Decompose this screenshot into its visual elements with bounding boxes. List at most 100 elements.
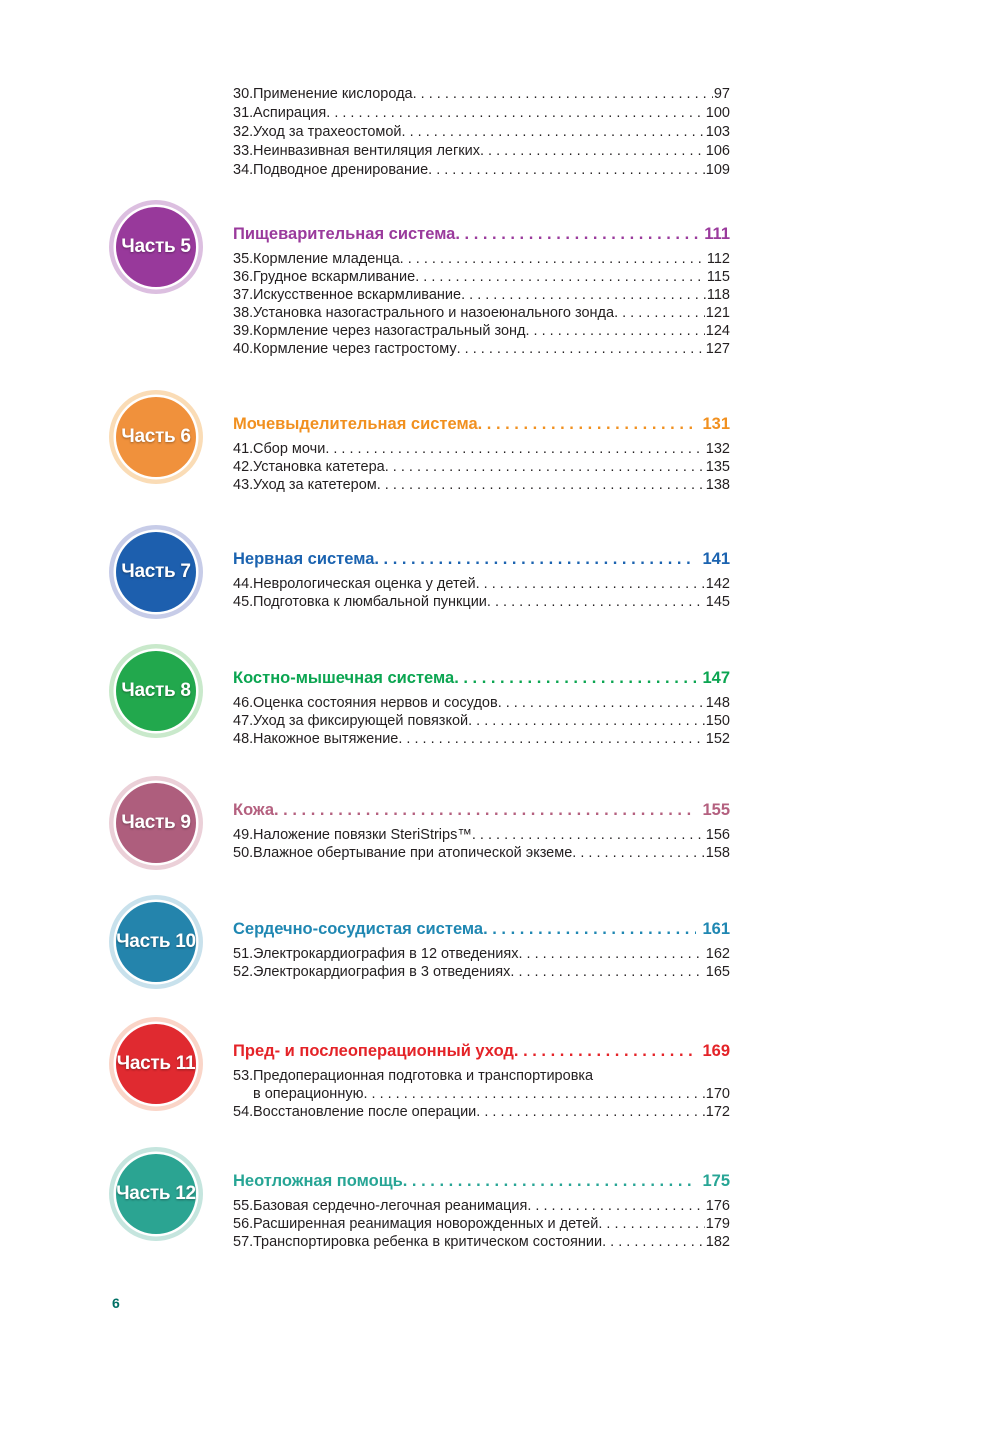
item-title: Уход за катетером bbox=[253, 477, 377, 493]
section-items: 44. Неврологическая оценка у детей 142 4… bbox=[233, 575, 730, 611]
item-line: Уход за трахеостомой 103 bbox=[253, 123, 730, 142]
item-line: Наложение повязки SteriStrips™ 156 bbox=[253, 826, 730, 844]
item-number: 49. bbox=[233, 827, 254, 843]
item-page-number: 156 bbox=[705, 827, 730, 843]
item-title: Искусственное вскармливание bbox=[253, 287, 462, 303]
section-items: 51. Электрокардиография в 12 отведениях … bbox=[233, 945, 730, 981]
item-title: Влажное обертывание при атопической экзе… bbox=[253, 845, 573, 861]
item-page-number: 124 bbox=[705, 323, 730, 339]
leader-dots bbox=[480, 142, 705, 161]
section-title: Кожа bbox=[233, 801, 275, 819]
toc-item: 45. Подготовка к люмбальной пункции 145 bbox=[233, 593, 730, 611]
leader-dots bbox=[385, 458, 705, 476]
toc-item: 33. Неинвазивная вентиляция легких 106 bbox=[233, 142, 730, 161]
item-line: Предоперационная подготовка и транспорти… bbox=[253, 1067, 730, 1085]
leader-dots bbox=[525, 322, 704, 340]
leader-dots bbox=[428, 161, 705, 180]
leader-dots bbox=[415, 268, 706, 286]
leader-dots bbox=[483, 916, 696, 942]
section-page-number: 147 bbox=[702, 669, 730, 687]
item-line: Применение кислорода 97 bbox=[253, 85, 730, 104]
item-title: Неинвазивная вентиляция легких bbox=[253, 143, 480, 159]
leader-dots bbox=[326, 104, 705, 123]
leader-dots bbox=[274, 797, 696, 823]
item-line: Кормление через гастростому 127 bbox=[253, 340, 730, 358]
leader-dots bbox=[614, 304, 705, 322]
item-line: Накожное вытяжение 152 bbox=[253, 730, 730, 748]
part-badge: Часть 10 bbox=[116, 902, 196, 982]
toc-section: Часть 12 Неотложная помощь 175 55. Базов… bbox=[116, 1154, 730, 1251]
item-page-number: 150 bbox=[705, 713, 730, 729]
item-content: Подготовка к люмбальной пункции 145 bbox=[253, 593, 730, 611]
item-number: 30. bbox=[233, 86, 254, 102]
item-page-number: 109 bbox=[705, 162, 730, 178]
item-line: Расширенная реанимация новорожденных и д… bbox=[253, 1215, 730, 1233]
toc-item: 50. Влажное обертывание при атопической … bbox=[233, 844, 730, 862]
toc-item: 49. Наложение повязки SteriStrips™ 156 bbox=[233, 826, 730, 844]
item-page-number: 106 bbox=[705, 143, 730, 159]
part-badge-label: Часть 11 bbox=[116, 1053, 196, 1074]
item-page-number: 100 bbox=[705, 105, 730, 121]
toc-item: 44. Неврологическая оценка у детей 142 bbox=[233, 575, 730, 593]
section-page-number: 141 bbox=[702, 550, 730, 568]
part-badge: Часть 7 bbox=[116, 532, 196, 612]
part-badge: Часть 5 bbox=[116, 207, 196, 287]
toc-item: 36. Грудное вскармливание 115 bbox=[233, 268, 730, 286]
item-page-number: 135 bbox=[705, 459, 730, 475]
part-badge-label: Часть 10 bbox=[116, 931, 196, 952]
item-content: Электрокардиография в 12 отведениях 162 bbox=[253, 945, 730, 963]
item-title: Базовая сердечно-легочная реанимация bbox=[253, 1198, 528, 1214]
item-page-number: 103 bbox=[705, 124, 730, 140]
item-content: Уход за катетером 138 bbox=[253, 476, 730, 494]
item-number: 46. bbox=[233, 695, 254, 711]
item-number: 38. bbox=[233, 305, 254, 321]
item-content: Влажное обертывание при атопической экзе… bbox=[253, 844, 730, 862]
section-heading-row: Нервная система 141 bbox=[233, 546, 730, 572]
leader-dots bbox=[377, 476, 705, 494]
item-page-number: 142 bbox=[705, 576, 730, 592]
item-content: Оценка состояния нервов и сосудов 148 bbox=[253, 694, 730, 712]
section-heading-row: Пищеварительная система 111 bbox=[233, 221, 730, 247]
item-content: Искусственное вскармливание 118 bbox=[253, 286, 730, 304]
leader-dots bbox=[472, 826, 705, 844]
leader-dots bbox=[402, 123, 705, 142]
item-title: Кормление младенца bbox=[253, 251, 400, 267]
item-number: 50. bbox=[233, 845, 254, 861]
toc-item: 52. Электрокардиография в 3 отведениях 1… bbox=[233, 963, 730, 981]
toc-item: 32. Уход за трахеостомой 103 bbox=[233, 123, 730, 142]
item-line: Уход за катетером 138 bbox=[253, 476, 730, 494]
item-content: Базовая сердечно-легочная реанимация 176 bbox=[253, 1197, 730, 1215]
item-content: Расширенная реанимация новорожденных и д… bbox=[253, 1215, 730, 1233]
item-page-number: 172 bbox=[705, 1104, 730, 1120]
item-title: Оценка состояния нервов и сосудов bbox=[253, 695, 498, 711]
part-badge-label: Часть 6 bbox=[121, 426, 191, 447]
item-title: Электрокардиография в 3 отведениях bbox=[253, 964, 511, 980]
item-title: Электрокардиография в 12 отведениях bbox=[253, 946, 519, 962]
item-line: Электрокардиография в 3 отведениях 165 bbox=[253, 963, 730, 981]
toc-item: 43. Уход за катетером 138 bbox=[233, 476, 730, 494]
toc-section: Часть 10 Сердечно-сосудистая система 161… bbox=[116, 902, 730, 982]
leader-dots bbox=[374, 546, 696, 572]
toc-item: 53. Предоперационная подготовка и трансп… bbox=[233, 1067, 730, 1103]
item-page-number: 127 bbox=[705, 341, 730, 357]
toc-section: Часть 9 Кожа 155 49. Наложение повязки S… bbox=[116, 783, 730, 863]
item-line: Неврологическая оценка у детей 142 bbox=[253, 575, 730, 593]
leader-dots bbox=[527, 1197, 704, 1215]
part-badge: Часть 12 bbox=[116, 1154, 196, 1234]
item-number: 36. bbox=[233, 269, 254, 285]
item-content: Электрокардиография в 3 отведениях 165 bbox=[253, 963, 730, 981]
item-content: Установка назогастрального и назоеюнальн… bbox=[253, 304, 730, 322]
toc-item: 46. Оценка состояния нервов и сосудов 14… bbox=[233, 694, 730, 712]
toc-item: 56. Расширенная реанимация новорожденных… bbox=[233, 1215, 730, 1233]
item-title: Неврологическая оценка у детей bbox=[253, 576, 476, 592]
toc-item: 39. Кормление через назогастральный зонд… bbox=[233, 322, 730, 340]
item-number: 44. bbox=[233, 576, 254, 592]
toc-item: 47. Уход за фиксирующей повязкой 150 bbox=[233, 712, 730, 730]
item-number: 53. bbox=[233, 1068, 254, 1084]
toc-item: 30. Применение кислорода 97 bbox=[233, 85, 730, 104]
section-title: Нервная система bbox=[233, 550, 375, 568]
item-content: Предоперационная подготовка и транспорти… bbox=[253, 1067, 730, 1103]
toc-continuation-list: 30. Применение кислорода 97 31. Аспираци… bbox=[233, 85, 730, 180]
item-page-number: 115 bbox=[706, 269, 730, 285]
leader-dots bbox=[476, 575, 705, 593]
